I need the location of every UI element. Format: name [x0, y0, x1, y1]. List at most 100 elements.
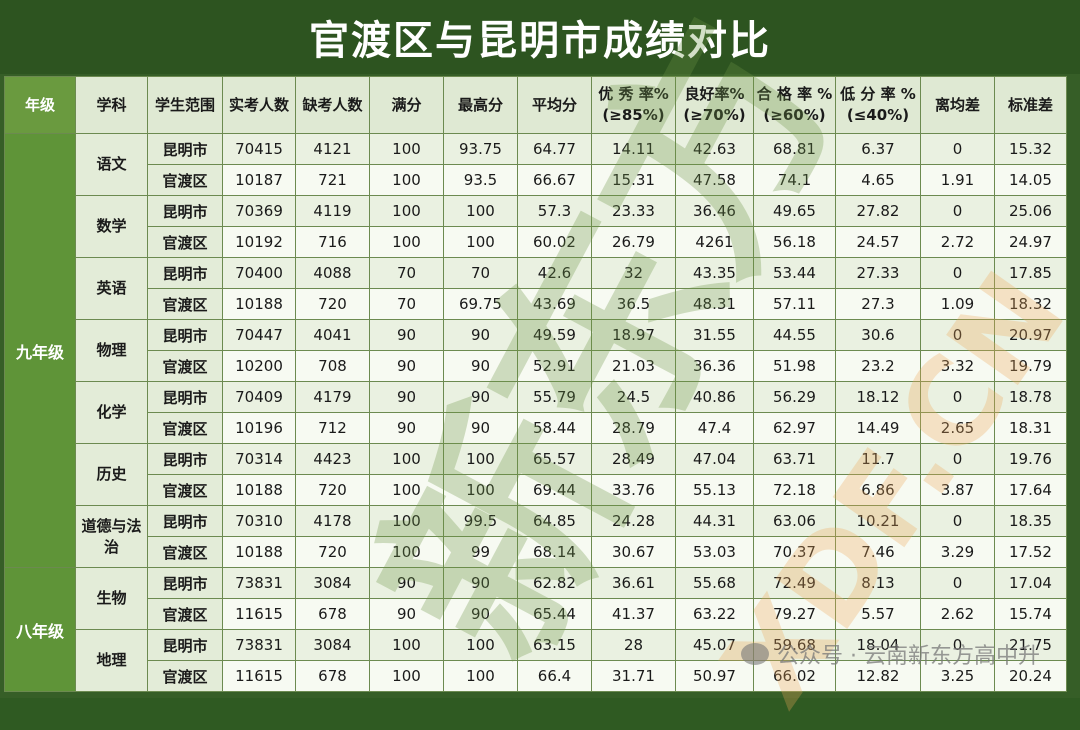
value-cell: 708 [295, 350, 370, 382]
value-cell: 79.27 [753, 598, 836, 630]
value-cell: 678 [295, 598, 370, 630]
value-cell: 43.35 [675, 257, 754, 289]
value-cell: 68.14 [517, 536, 592, 568]
value-cell: 2.72 [920, 226, 995, 258]
value-cell: 47.04 [675, 443, 754, 475]
col-excellent: 优 秀 率% (≥85%) [591, 76, 676, 134]
subject-cell: 化学 [75, 381, 148, 444]
subject-cell: 生物 [75, 567, 148, 630]
col-good: 良好率% (≥70%) [675, 76, 754, 134]
value-cell: 24.5 [591, 381, 676, 413]
value-cell: 23.33 [591, 195, 676, 227]
col-excellent-line2: (≥85%) [602, 106, 665, 124]
subject-cell: 地理 [75, 629, 148, 692]
value-cell: 48.31 [675, 288, 754, 320]
col-max: 最高分 [443, 76, 518, 134]
value-cell: 18.97 [591, 319, 676, 351]
value-cell: 90 [443, 381, 518, 413]
value-cell: 17.85 [994, 257, 1067, 289]
value-cell: 62.82 [517, 567, 592, 599]
value-cell: 70415 [222, 133, 296, 165]
subject-cell: 历史 [75, 443, 148, 506]
value-cell: 17.04 [994, 567, 1067, 599]
value-cell: 2.65 [920, 412, 995, 444]
value-cell: 70 [369, 288, 444, 320]
value-cell: 721 [295, 164, 370, 196]
value-cell: 90 [443, 350, 518, 382]
value-cell: 90 [369, 381, 444, 413]
value-cell: 18.31 [994, 412, 1067, 444]
value-cell: 36.46 [675, 195, 754, 227]
value-cell: 4423 [295, 443, 370, 475]
value-cell: 90 [369, 319, 444, 351]
value-cell: 65.44 [517, 598, 592, 630]
value-cell: 4041 [295, 319, 370, 351]
col-avg: 平均分 [517, 76, 592, 134]
value-cell: 11615 [222, 598, 296, 630]
value-cell: 100 [369, 660, 444, 692]
value-cell: 90 [443, 412, 518, 444]
value-cell: 65.57 [517, 443, 592, 475]
value-cell: 70409 [222, 381, 296, 413]
value-cell: 25.06 [994, 195, 1067, 227]
subject-label: 数学 [96, 217, 127, 235]
value-cell: 64.85 [517, 505, 592, 537]
value-cell: 28 [591, 629, 676, 661]
value-cell: 100 [443, 629, 518, 661]
table-row: 道德与法治昆明市 70310 4178 100 99.5 64.85 24.28 44.31 6… [5, 505, 1067, 568]
col-grade: 年级 [4, 76, 76, 134]
table-row: 官渡区 10187 721 100 93.5 66.67 15.31 47.58 74.1 4.6… [5, 164, 1067, 196]
scope-cell: 官渡区 [147, 660, 223, 692]
value-cell: 53.03 [675, 536, 754, 568]
value-cell: 1.91 [920, 164, 995, 196]
scope-cell: 官渡区 [147, 226, 223, 258]
value-cell: 3.29 [920, 536, 995, 568]
value-cell: 74.1 [753, 164, 836, 196]
col-good-line2: (≥70%) [683, 106, 746, 124]
table-row: 官渡区 11615 678 100 100 66.4 31.71 50.97 66.02 12.8… [5, 660, 1067, 692]
value-cell: 720 [295, 288, 370, 320]
value-cell: 21.75 [994, 629, 1067, 661]
value-cell: 70 [443, 257, 518, 289]
value-cell: 73831 [222, 629, 296, 661]
table-row: 官渡区 10196 712 90 90 58.44 28.79 47.4 62.97 14.49 2… [5, 412, 1067, 444]
table-row: 八年级 生物 昆明市 73831 3084 90 90 62.82 36.61 55.68 72.4… [4, 567, 1067, 692]
value-cell: 15.74 [994, 598, 1067, 630]
value-cell: 10187 [222, 164, 296, 196]
value-cell: 5.57 [835, 598, 921, 630]
value-cell: 3084 [295, 629, 370, 661]
table-row: 官渡区 11615 678 90 90 65.44 41.37 63.22 79.27 5.57 2… [5, 598, 1067, 630]
value-cell: 4.65 [835, 164, 921, 196]
value-cell: 6.37 [835, 133, 921, 165]
value-cell: 27.3 [835, 288, 921, 320]
value-cell: 90 [443, 598, 518, 630]
subject-cell: 物理 [75, 319, 148, 382]
page-title: 官渡区与昆明市成绩对比 [309, 18, 771, 64]
value-cell: 64.77 [517, 133, 592, 165]
value-cell: 7.46 [835, 536, 921, 568]
subject-label: 生物 [96, 589, 127, 607]
table-row: 英语 昆明市 70400 4088 70 70 42.6 32 43.35 53.44 27.33 0… [5, 257, 1067, 320]
scope-cell: 昆明市 [147, 319, 223, 351]
value-cell: 41.37 [591, 598, 676, 630]
scope-cell: 昆明市 [147, 195, 223, 227]
subject-cell: 语文 [75, 133, 148, 196]
value-cell: 42.63 [675, 133, 754, 165]
col-std: 标准差 [994, 76, 1067, 134]
value-cell: 23.2 [835, 350, 921, 382]
table-row: 数学 昆明市 70369 4119 100 100 57.3 23.33 36.46 49.65 2… [5, 195, 1067, 258]
value-cell: 21.03 [591, 350, 676, 382]
value-cell: 56.18 [753, 226, 836, 258]
value-cell: 69.44 [517, 474, 592, 506]
value-cell: 72.18 [753, 474, 836, 506]
value-cell: 10188 [222, 536, 296, 568]
score-table: 年级 学科 学生范围 实考人数 缺考人数 满分 最高分 平均分 优 秀 率% (≥… [4, 76, 1067, 692]
subject-label: 道德与法 [81, 516, 142, 535]
value-cell: 57.3 [517, 195, 592, 227]
value-cell: 24.97 [994, 226, 1067, 258]
value-cell: 100 [443, 195, 518, 227]
table-row: 官渡区 10192 716 100 100 60.02 26.79 4261 56.18 24.5… [5, 226, 1067, 258]
col-full: 满分 [369, 76, 444, 134]
value-cell: 0 [920, 133, 995, 165]
value-cell: 712 [295, 412, 370, 444]
